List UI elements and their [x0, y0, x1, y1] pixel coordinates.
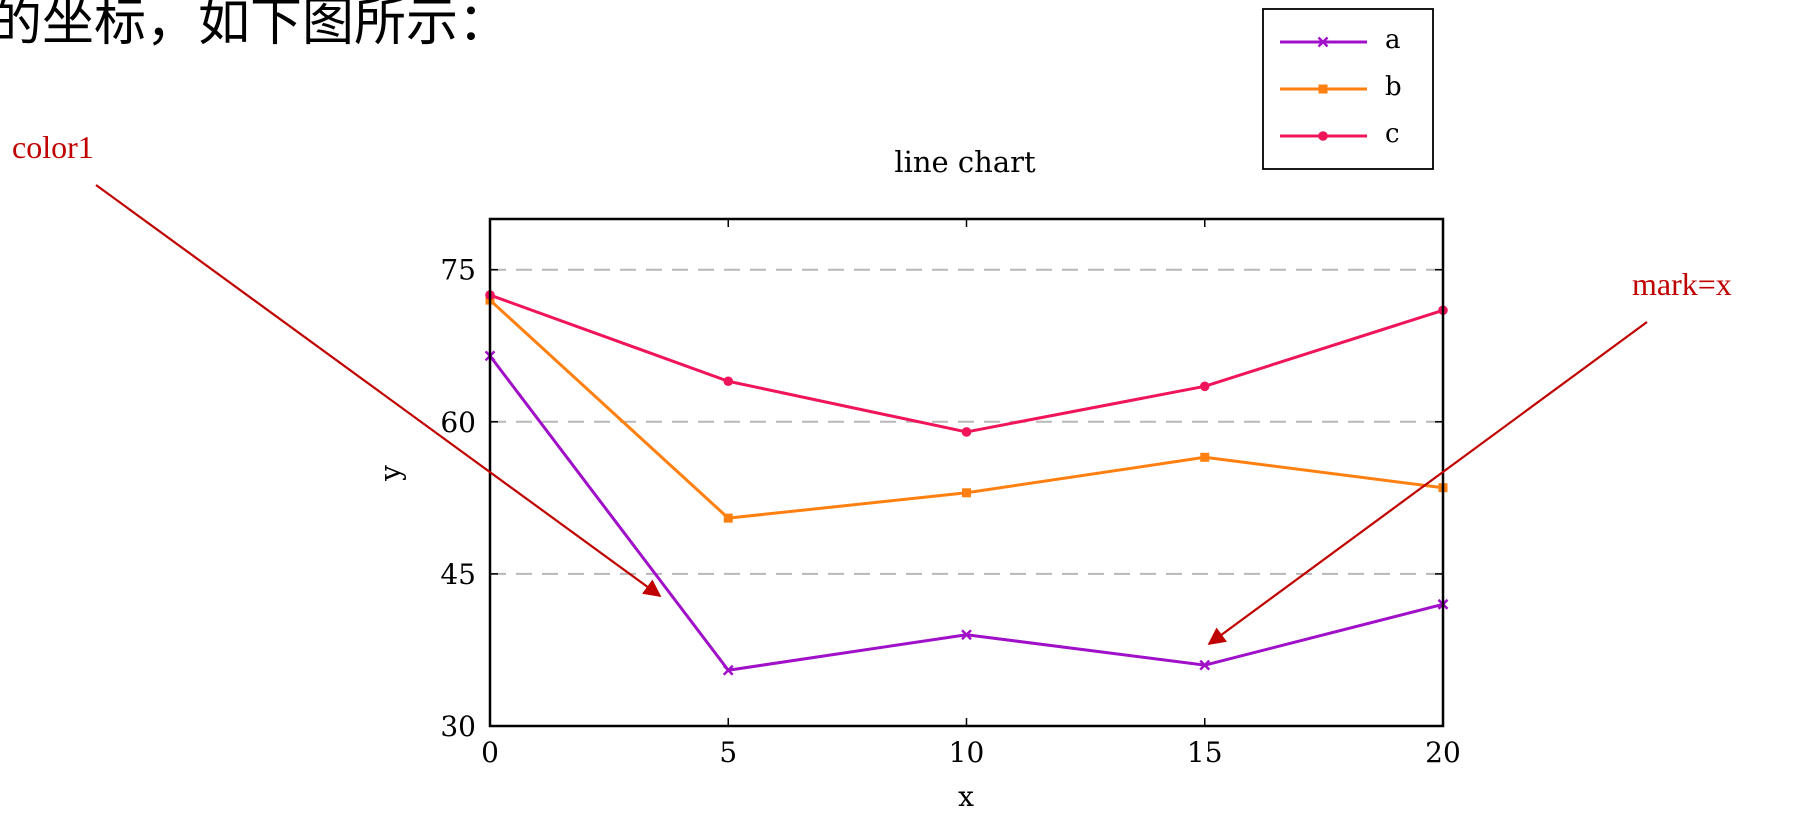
series-c-point — [961, 427, 972, 437]
ticks: 30 45 60 75 0 5 10 15 20 — [440, 219, 1461, 769]
legend-swatch-marker — [1317, 36, 1329, 48]
series-a-point — [961, 629, 972, 641]
legend-label: c — [1385, 119, 1400, 149]
marker-stroke — [722, 664, 734, 676]
plot-frame — [488, 217, 1445, 728]
series-c-point — [723, 376, 734, 387]
y-tick-label: 60 — [440, 406, 476, 439]
series-b — [485, 295, 1448, 523]
series-c — [485, 290, 1448, 437]
gridlines — [490, 268, 1443, 575]
series-a — [484, 350, 1449, 676]
series-layer — [484, 290, 1449, 676]
legend-label: b — [1385, 72, 1402, 102]
marker-stroke — [961, 629, 972, 641]
series-c-point — [1199, 381, 1210, 392]
series-c-line — [489, 293, 1444, 434]
legend-item-c: c — [1280, 119, 1400, 149]
marker-stroke — [1199, 659, 1211, 671]
series-a-point — [1199, 659, 1211, 671]
marker-stroke — [1317, 36, 1329, 48]
legend-swatch-marker — [1318, 131, 1328, 141]
series-a-line — [488, 354, 1444, 672]
x-tick-label: 20 — [1425, 736, 1461, 769]
annotation-color1: color1 — [12, 129, 94, 165]
series-a-point — [722, 664, 734, 676]
legend-item-b: b — [1280, 72, 1402, 102]
chart-title: line chart — [894, 145, 1036, 179]
y-tick-label: 75 — [440, 254, 476, 287]
y-tick-label: 45 — [440, 558, 476, 591]
annotation-color1-arrow — [95, 184, 662, 598]
x-tick-label: 15 — [1187, 736, 1223, 769]
annotation-mark-x-arrow — [1207, 321, 1648, 646]
series-b-point — [723, 513, 733, 523]
x-tick-label: 5 — [719, 736, 737, 769]
y-axis-label: y — [374, 465, 407, 482]
legend-swatch-marker — [1318, 84, 1328, 94]
legend: abc — [1262, 8, 1434, 170]
x-tick-label: 10 — [949, 736, 985, 769]
legend-item-a: a — [1280, 25, 1401, 55]
series-b-line — [488, 299, 1444, 520]
x-axis-label: x — [958, 780, 974, 813]
series-b-point — [962, 488, 971, 498]
legend-label: a — [1385, 25, 1401, 55]
annotation-mark-x: mark=x — [1632, 266, 1732, 302]
intro-text: 的坐标，如下图所示： — [0, 0, 510, 53]
series-b-point — [1200, 452, 1210, 462]
y-tick-label: 30 — [440, 710, 476, 743]
x-tick-label: 0 — [481, 736, 499, 769]
